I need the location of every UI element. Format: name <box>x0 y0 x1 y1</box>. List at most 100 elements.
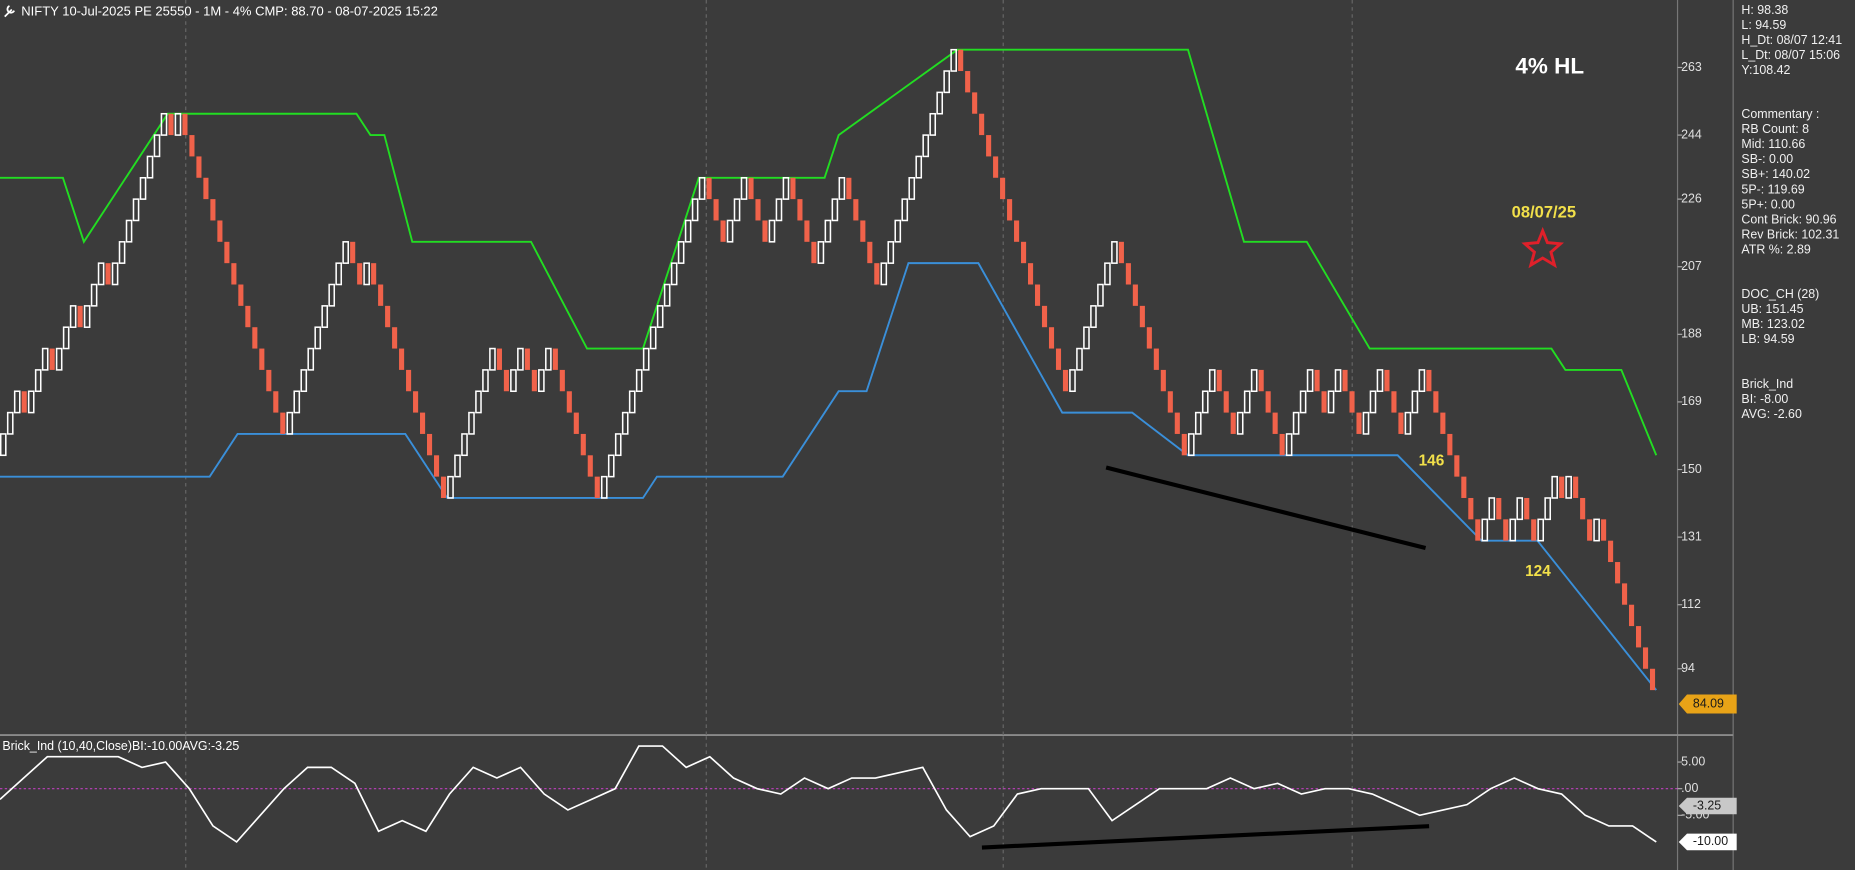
annotation: 124 <box>1525 563 1551 580</box>
up-brick <box>510 369 517 393</box>
up-brick <box>1243 390 1251 414</box>
down-brick <box>1272 412 1278 434</box>
up-brick <box>1376 369 1384 393</box>
y-tick-label: 5.00 <box>1681 754 1705 768</box>
up-brick <box>447 475 454 499</box>
down-brick <box>846 177 852 200</box>
down-brick <box>406 369 412 392</box>
info-line: ATR %: 2.89 <box>1741 242 1810 256</box>
up-brick <box>1481 518 1489 542</box>
down-brick <box>357 263 363 285</box>
down-brick <box>1041 305 1048 328</box>
info-line: 5P+: 0.00 <box>1741 197 1795 211</box>
down-brick <box>874 263 880 285</box>
down-brick <box>1601 519 1607 541</box>
info-line: Commentary : <box>1741 107 1819 121</box>
down-brick <box>566 391 572 413</box>
down-brick <box>1461 476 1467 498</box>
annotation: 08/07/25 <box>1512 202 1576 221</box>
down-brick <box>168 113 174 136</box>
up-brick <box>607 454 615 478</box>
down-brick <box>1649 668 1656 691</box>
annotation: 146 <box>1419 453 1445 470</box>
up-brick <box>922 134 930 158</box>
down-brick <box>1622 583 1628 605</box>
up-brick <box>90 283 98 307</box>
y-tick-label: 207 <box>1681 259 1702 273</box>
up-brick <box>642 347 650 371</box>
down-brick <box>958 49 964 72</box>
down-brick <box>1153 348 1159 370</box>
down-brick <box>552 348 558 370</box>
up-brick <box>908 177 916 200</box>
down-brick <box>252 327 258 349</box>
up-brick <box>125 219 133 243</box>
down-brick <box>1125 263 1131 285</box>
up-brick <box>649 326 657 350</box>
up-brick <box>363 262 370 286</box>
info-line: LB: 94.59 <box>1741 332 1794 346</box>
down-brick <box>182 113 188 136</box>
down-brick <box>1223 391 1229 413</box>
up-brick <box>69 305 77 328</box>
down-brick <box>1160 369 1166 392</box>
up-brick <box>824 219 832 243</box>
up-brick <box>1299 390 1307 414</box>
down-brick <box>1000 177 1006 200</box>
up-brick <box>691 198 699 222</box>
y-tick-label: .00 <box>1681 781 1698 795</box>
info-line: Mid: 110.66 <box>1741 137 1805 151</box>
down-brick <box>196 156 202 178</box>
down-brick <box>259 348 265 370</box>
up-brick <box>901 198 909 222</box>
down-brick <box>706 177 712 200</box>
up-brick <box>1285 433 1293 457</box>
down-brick <box>77 305 83 328</box>
up-brick <box>775 198 783 222</box>
up-brick <box>831 198 839 222</box>
up-brick <box>328 283 336 307</box>
up-brick <box>146 155 154 179</box>
up-brick <box>482 369 489 393</box>
up-brick <box>538 369 545 393</box>
down-brick <box>1587 519 1593 541</box>
down-brick <box>1014 220 1020 242</box>
up-brick <box>1194 411 1202 435</box>
down-brick <box>440 476 447 498</box>
up-brick <box>943 70 951 94</box>
down-brick <box>762 220 768 242</box>
channel-line <box>0 262 1657 691</box>
up-brick <box>0 433 7 457</box>
trendline <box>1105 465 1427 551</box>
up-brick <box>663 283 671 307</box>
up-brick <box>342 241 350 264</box>
down-brick <box>1433 391 1439 413</box>
up-brick <box>1236 411 1244 435</box>
down-brick <box>1356 412 1362 434</box>
up-brick <box>160 112 168 136</box>
down-brick <box>993 156 999 178</box>
down-brick <box>1139 305 1145 328</box>
indicator-title: Brick_Ind (10,40,Close)BI:-10.00AVG:-3.2… <box>2 739 239 753</box>
info-line: UB: 151.45 <box>1741 302 1803 316</box>
up-brick <box>1362 411 1370 435</box>
up-brick <box>174 112 182 136</box>
down-brick <box>433 455 440 477</box>
up-brick <box>1097 283 1104 307</box>
down-brick <box>378 284 384 306</box>
up-brick <box>335 262 343 286</box>
down-brick <box>1230 412 1236 434</box>
up-brick <box>880 262 888 286</box>
up-brick <box>1565 475 1572 499</box>
down-brick <box>804 220 810 242</box>
down-brick <box>1454 455 1460 477</box>
up-brick <box>817 241 825 264</box>
up-brick <box>628 390 636 414</box>
up-brick <box>118 241 126 264</box>
up-brick <box>489 347 496 371</box>
up-brick <box>1404 411 1412 435</box>
up-brick <box>915 155 923 179</box>
down-brick <box>580 433 586 456</box>
